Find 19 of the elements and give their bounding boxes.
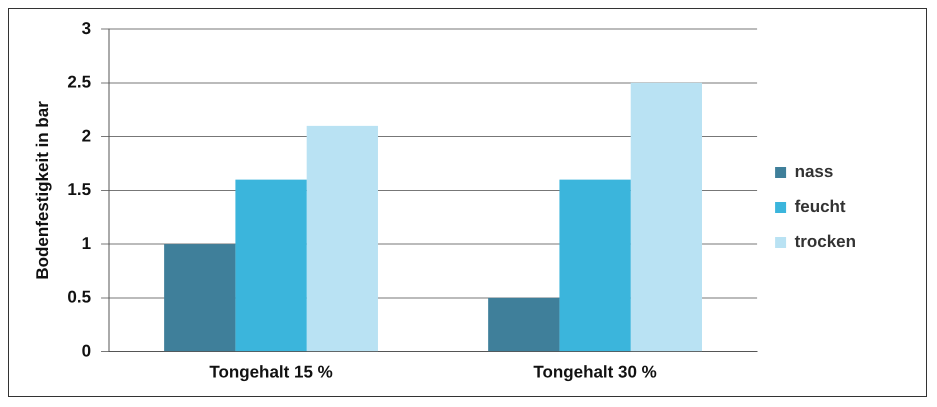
y-tick-label: 0 <box>82 341 92 360</box>
bar <box>164 244 236 352</box>
y-tick-label: 1 <box>82 234 92 253</box>
bar <box>306 126 378 352</box>
x-tick-label: Tongehalt 15 % <box>209 362 333 382</box>
legend-label: feucht <box>794 197 846 216</box>
legend-label: nass <box>794 162 834 182</box>
x-tick-label: Tongehalt 30 % <box>533 362 657 382</box>
y-axis-title: Bodenfestigkeit in bar <box>32 100 52 280</box>
legend-label: trocken <box>794 232 856 252</box>
bar <box>235 180 307 352</box>
y-tick-label: 2.5 <box>67 72 92 92</box>
y-tick-label: 0.5 <box>67 288 92 307</box>
bar <box>559 180 631 352</box>
y-tick-label: 3 <box>82 18 92 38</box>
bar <box>630 82 702 352</box>
y-tick-label: 2 <box>82 126 92 146</box>
y-tick-label: 1.5 <box>67 180 92 200</box>
bar <box>488 298 560 352</box>
